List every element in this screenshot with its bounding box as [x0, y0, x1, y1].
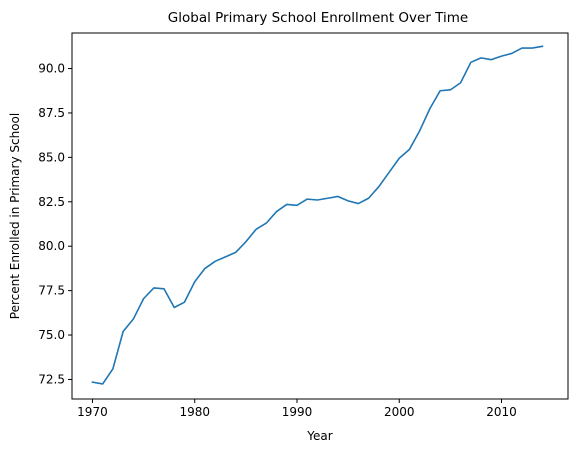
x-tick-label: 2010: [486, 405, 517, 419]
y-axis-label: Percent Enrolled in Primary School: [8, 113, 22, 319]
series-line: [91, 45, 544, 385]
y-tick-label: 80.0: [38, 239, 65, 253]
y-tick-label: 85.0: [38, 150, 65, 164]
x-tick-label: 1980: [179, 405, 210, 419]
y-tick-label: 82.5: [38, 195, 65, 209]
y-tick-label: 77.5: [38, 284, 65, 298]
chart-title: Global Primary School Enrollment Over Ti…: [168, 10, 468, 26]
x-tick-label: 1990: [282, 405, 313, 419]
y-tick-label: 75.0: [38, 328, 65, 342]
plot-area: 1970 1980 1990 2000 2010 72.5 75.0 77.5 80.0 82.5…: [38, 45, 544, 419]
x-tick-label: 1970: [77, 405, 108, 419]
x-tick-label: 2000: [384, 405, 415, 419]
y-tick-label: 90.0: [38, 62, 65, 76]
y-tick-label: 72.5: [38, 372, 65, 386]
plot-frame: [71, 32, 569, 400]
x-axis-label: Year: [306, 429, 332, 443]
y-tick-label: 87.5: [38, 106, 65, 120]
